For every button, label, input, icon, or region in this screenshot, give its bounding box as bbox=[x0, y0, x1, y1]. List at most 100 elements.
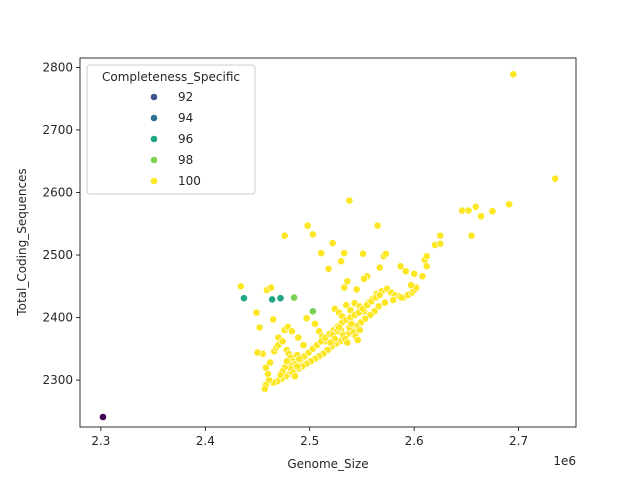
scatter-point bbox=[464, 206, 473, 215]
scatter-point bbox=[337, 257, 345, 266]
scatter-point bbox=[436, 231, 445, 240]
scatter-point bbox=[509, 70, 518, 79]
scatter-point bbox=[407, 281, 415, 289]
scatter-point bbox=[252, 308, 261, 317]
scatter-point bbox=[343, 338, 352, 347]
x-axis-ticks: 2.3 2.4 2.5 2.6 2.7 bbox=[91, 427, 528, 448]
scatter-point bbox=[375, 263, 384, 272]
scatter-point bbox=[335, 323, 343, 332]
y-tick-label: 2300 bbox=[42, 373, 73, 387]
scatter-point bbox=[382, 249, 390, 258]
y-tick-label: 2600 bbox=[42, 185, 73, 199]
x-offset-text: 1e6 bbox=[553, 454, 576, 468]
y-tick-label: 2500 bbox=[42, 248, 73, 262]
scatter-point bbox=[347, 319, 356, 328]
scatter-point bbox=[343, 277, 352, 286]
scatter-point bbox=[308, 307, 317, 316]
scatter-point bbox=[422, 262, 431, 271]
scatter-point bbox=[294, 333, 303, 342]
scatter-point bbox=[288, 327, 296, 336]
scatter-point bbox=[266, 358, 274, 367]
scatter-point bbox=[375, 291, 384, 299]
legend-marker bbox=[150, 93, 158, 101]
legend-entries: 92 94 96 98 100 bbox=[150, 90, 201, 188]
scatter-point bbox=[282, 357, 291, 366]
scatter-point bbox=[260, 384, 269, 393]
x-tick-label: 2.6 bbox=[405, 434, 424, 448]
scatter-point bbox=[505, 200, 514, 209]
scatter-point bbox=[308, 230, 317, 239]
scatter-point bbox=[328, 239, 337, 248]
scatter-point bbox=[488, 207, 497, 216]
scatter-point bbox=[255, 323, 264, 332]
scatter-point bbox=[326, 338, 335, 347]
scatter-point bbox=[360, 274, 368, 283]
scatter-point bbox=[410, 269, 419, 278]
points-layer bbox=[99, 70, 560, 421]
legend-label: 94 bbox=[178, 111, 193, 125]
x-tick-label: 2.4 bbox=[196, 434, 215, 448]
y-tick-label: 2800 bbox=[42, 60, 73, 74]
scatter-point bbox=[422, 252, 431, 261]
legend-label: 96 bbox=[178, 132, 193, 146]
scatter-point bbox=[99, 413, 107, 421]
scatter-point bbox=[359, 249, 367, 258]
scatter-point bbox=[240, 294, 248, 303]
scatter-point bbox=[373, 221, 382, 230]
scatter-point bbox=[366, 311, 375, 319]
scatter-point bbox=[551, 174, 560, 183]
scatter-point bbox=[418, 272, 427, 281]
y-tick-label: 2700 bbox=[42, 123, 73, 137]
legend-label: 92 bbox=[178, 90, 193, 104]
x-axis-label: Genome_Size bbox=[287, 457, 368, 471]
scatter-point bbox=[299, 341, 308, 349]
scatter-point bbox=[303, 221, 312, 230]
plot-frame bbox=[79, 57, 577, 428]
legend-box bbox=[86, 64, 256, 195]
scatter-point bbox=[269, 315, 278, 324]
scatter-point bbox=[290, 293, 298, 302]
legend: Completeness_Specific 92 94 96 98 100 bbox=[86, 64, 256, 195]
scatter-point bbox=[267, 283, 275, 292]
scatter-point bbox=[381, 298, 389, 307]
scatter-point bbox=[396, 262, 405, 271]
scatter-point bbox=[317, 249, 326, 258]
scatter-point bbox=[261, 363, 270, 372]
x-tick-label: 2.3 bbox=[91, 434, 110, 448]
y-axis-label: Total_Coding_Sequences bbox=[15, 168, 29, 316]
y-tick-label: 2400 bbox=[42, 311, 73, 325]
scatter-point bbox=[236, 282, 245, 291]
scatter-point bbox=[324, 264, 333, 273]
legend-marker bbox=[150, 114, 158, 122]
x-tick-label: 2.5 bbox=[300, 434, 319, 448]
scatter-point bbox=[342, 301, 351, 309]
scatter-point bbox=[295, 354, 304, 363]
scatter-point bbox=[352, 285, 361, 294]
scatter-point bbox=[467, 231, 476, 240]
scatter-point bbox=[276, 371, 285, 379]
legend-marker bbox=[150, 156, 158, 164]
scatter-point bbox=[401, 267, 410, 276]
legend-label: 98 bbox=[178, 153, 193, 167]
legend-marker bbox=[150, 135, 158, 143]
scatter-point bbox=[340, 249, 349, 258]
scatter-point bbox=[436, 239, 445, 248]
scatter-point bbox=[291, 372, 300, 381]
scatter-point bbox=[397, 293, 406, 302]
scatter-point bbox=[253, 348, 262, 357]
scatter-point bbox=[477, 212, 485, 221]
legend-marker bbox=[150, 177, 158, 185]
scatter-point bbox=[276, 294, 285, 303]
scatter-point bbox=[353, 336, 362, 344]
scatter-point bbox=[280, 231, 289, 240]
scatter-point bbox=[355, 326, 364, 334]
legend-title: Completeness_Specific bbox=[102, 70, 240, 84]
scatter-point bbox=[345, 196, 354, 205]
y-axis-ticks: 2300 2400 2500 2600 2700 2800 bbox=[42, 60, 80, 387]
scatter-point bbox=[268, 295, 277, 304]
scatter-point bbox=[340, 283, 349, 292]
scatter-point bbox=[374, 302, 383, 311]
legend-label: 100 bbox=[178, 174, 201, 188]
scatter-point bbox=[389, 296, 398, 304]
